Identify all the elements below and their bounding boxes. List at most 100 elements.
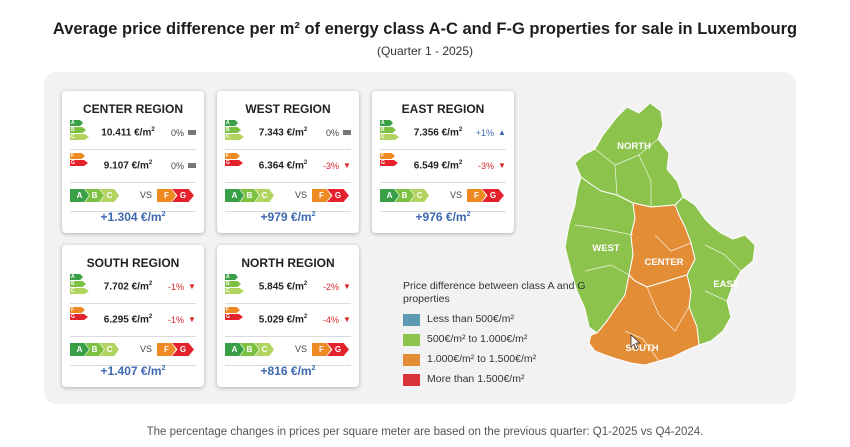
fg-change: -1% (167, 315, 184, 325)
price-unit-sup: 2 (458, 160, 463, 166)
legend-item: 500€/m² to 1.000€/m² (403, 333, 603, 348)
price-per-m2: 6.549 €/m2 (402, 160, 474, 171)
price-value: 10.411 (101, 127, 132, 139)
price-value: 7.356 (413, 127, 439, 139)
divider (225, 211, 351, 212)
region-card: NORTH REGION A B C 5.845 €/m2 -2% ▼ F G 5.029 €/m… (217, 245, 359, 387)
region-title: CENTER REGION (82, 102, 183, 116)
energy-class-b: B (225, 281, 241, 287)
difference-unit: €/m (290, 210, 312, 224)
map-legend: Price difference between class A and G p… (403, 280, 603, 393)
chevron-class-b: B (85, 189, 104, 202)
flat-bar (188, 163, 196, 168)
chevron-class-f: F (157, 189, 176, 202)
energy-class-a: A (225, 274, 238, 280)
energy-class-a: A (380, 120, 393, 126)
price-value: 7.702 (103, 281, 129, 293)
price-value: 9.107 (103, 160, 129, 172)
class-fg-row: F G 5.029 €/m2 -4% ▼ (225, 307, 351, 333)
class-ac-row: A B C 7.702 €/m2 -1% ▼ (70, 274, 196, 300)
difference-unit: €/m (140, 210, 162, 224)
fg-change: -3% (322, 161, 339, 171)
chevron-class-c: C (255, 189, 274, 202)
legend-items: Less than 500€/m² 500€/m² to 1.000€/m² 1.0… (403, 313, 603, 388)
ac-change: 0% (325, 128, 339, 138)
chevron-class-a: A (225, 189, 244, 202)
price-unit: €/m (131, 314, 149, 326)
divider (225, 336, 351, 337)
difference-value: +816 (260, 364, 288, 378)
energy-class-a: A (225, 120, 238, 126)
price-unit-sup: 2 (303, 160, 308, 166)
legend-swatch (403, 314, 420, 326)
legend-label: More than 1.500€/m² (427, 373, 525, 385)
trend-down-icon: ▼ (343, 282, 351, 291)
price-per-m2: 6.295 €/m2 (92, 314, 164, 325)
energy-class-b: B (380, 127, 396, 133)
legend-swatch (403, 374, 420, 386)
legend-label: 500€/m² to 1.000€/m² (427, 333, 528, 345)
price-per-m2: 9.107 €/m2 (92, 160, 164, 171)
vs-label: VS (139, 190, 152, 200)
chevron-class-f: F (312, 343, 331, 356)
class-fg-row: F G 6.364 €/m2 -3% ▼ (225, 153, 351, 179)
price-unit: €/m (286, 160, 304, 172)
price-unit: €/m (131, 281, 149, 293)
divider (70, 182, 196, 183)
region-card: CENTER REGION A B C 10.411 €/m2 0% F G 9.107 €/m… (62, 91, 204, 233)
price-unit: €/m (286, 281, 304, 293)
chevron-class-g: G (172, 189, 194, 202)
class-ac-row: A B C 10.411 €/m2 0% (70, 120, 196, 146)
price-unit: €/m (286, 127, 304, 139)
trend-up-icon: ▲ (498, 128, 506, 137)
vs-label: VS (294, 190, 307, 200)
ac-change: -2% (322, 282, 339, 292)
trend-flat-icon (188, 129, 196, 137)
trend-down-icon: ▼ (188, 315, 196, 324)
trend-flat-icon (343, 129, 351, 137)
legend-item: Less than 500€/m² (403, 313, 603, 328)
chevron-class-b: B (395, 189, 414, 202)
price-unit-sup: 2 (303, 314, 308, 320)
comparison-row: A B C F G VS (225, 343, 351, 357)
divider (70, 149, 196, 150)
class-fg-row: F G 6.549 €/m2 -3% ▼ (380, 153, 506, 179)
map-label-east: EAST (713, 279, 739, 290)
difference-unit: €/m (290, 364, 312, 378)
region-title: EAST REGION (401, 102, 485, 116)
map-label-north: NORTH (617, 141, 651, 152)
chevron-class-g: G (482, 189, 504, 202)
price-unit: €/m (441, 127, 459, 139)
price-per-m2: 7.702 €/m2 (92, 281, 164, 292)
price-per-m2: 10.411 €/m2 (92, 127, 164, 138)
difference-value: +976 (415, 210, 443, 224)
chevron-class-a: A (70, 343, 89, 356)
legend-item: 1.000€/m² to 1.500€/m² (403, 353, 603, 368)
difference-value: +1.304 (100, 210, 138, 224)
price-per-m2: 7.343 €/m2 (247, 127, 319, 138)
comparison-row: A B C F G VS (380, 189, 506, 203)
chart-title: Average price difference per m² of energ… (52, 20, 798, 38)
divider (225, 365, 351, 366)
chevron-class-b: B (240, 189, 259, 202)
chevron-class-f: F (467, 189, 486, 202)
divider (70, 211, 196, 212)
energy-class-b: B (225, 127, 241, 133)
vs-label: VS (139, 344, 152, 354)
legend-swatch (403, 334, 420, 346)
region-card: WEST REGION A B C 7.343 €/m2 0% F G 6.364 €/m2 -3… (217, 91, 359, 233)
region-title: SOUTH REGION (86, 256, 180, 270)
energy-class-c: C (70, 134, 89, 140)
energy-class-g: G (70, 314, 88, 320)
flat-bar (188, 130, 196, 135)
energy-class-a: A (70, 274, 83, 280)
map-label-west: WEST (592, 243, 620, 254)
chevron-class-g: G (327, 189, 349, 202)
map-region-south (588, 274, 700, 366)
divider (70, 336, 196, 337)
difference-unit-sup: 2 (466, 211, 471, 218)
price-unit-sup: 2 (458, 127, 463, 133)
map-label-center: CENTER (644, 257, 683, 268)
